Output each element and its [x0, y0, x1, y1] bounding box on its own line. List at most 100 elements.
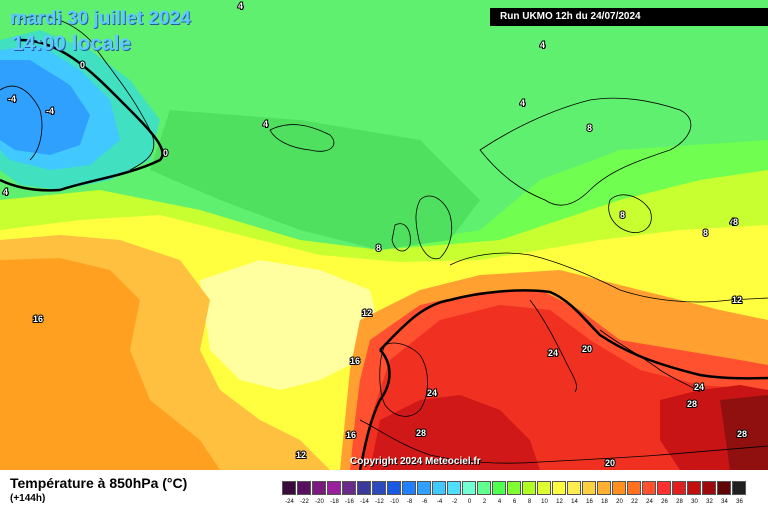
contour-label: 4	[3, 187, 8, 197]
legend-tick-label: 22	[631, 499, 638, 505]
legend-tick-label: -6	[421, 499, 428, 505]
contour-label: -4	[46, 106, 54, 116]
legend-tick-label: 36	[736, 499, 743, 505]
coast-north-africa	[359, 419, 768, 464]
coast-baltic	[608, 194, 652, 233]
legend-swatch	[462, 481, 476, 495]
footer: Température à 850hPa (°C) (+144h) -2 4 -22…	[0, 470, 768, 512]
legend-swatch	[522, 481, 536, 495]
forecast-date: mardi 30 juillet 2024	[10, 8, 191, 29]
contour-label: 4	[263, 119, 268, 129]
legend-tick-label: -20	[315, 499, 324, 505]
legend-swatch	[732, 481, 746, 495]
legend-tick-label: 6	[512, 499, 517, 505]
contour-label: 8	[703, 228, 708, 238]
legend-tick-label: 32	[706, 499, 713, 505]
legend-swatch	[537, 481, 551, 495]
color-scale	[282, 481, 747, 495]
isotherm-20-west	[358, 349, 391, 470]
legend-tick-label: 4	[497, 499, 502, 505]
contour-label: 20	[605, 458, 615, 468]
legend-tick-label: -10	[390, 499, 399, 505]
legend-tick-label: 16	[586, 499, 593, 505]
legend-tick-label: 14	[571, 499, 578, 505]
legend-tick-label: -22	[300, 499, 309, 505]
contour-label: 28	[687, 399, 697, 409]
legend-swatch	[657, 481, 671, 495]
contour-label: 8	[376, 243, 381, 253]
variable-title: Température à 850hPa (°C)	[10, 475, 188, 491]
legend-swatch	[432, 481, 446, 495]
legend-swatch	[342, 481, 356, 495]
contour-label: 12	[362, 308, 372, 318]
contour-label: 20	[582, 344, 592, 354]
contour-label: 16	[33, 314, 43, 324]
color-scale-ticks: -24 -22 -20 -18 -16 -14 -12 -10 -8 -6 -4 -2 0 2 4 6 8 10 1…	[282, 499, 747, 505]
legend-swatch	[507, 481, 521, 495]
legend-swatch	[642, 481, 656, 495]
legend-tick-label: 26	[661, 499, 668, 505]
contour-label: 4	[730, 217, 735, 227]
copyright: Copyright 2024 Meteociel.fr	[350, 456, 481, 467]
legend-tick-label: -2	[451, 499, 458, 505]
coast-balkans	[599, 329, 701, 393]
legend-swatch	[417, 481, 431, 495]
contour-label: 0	[80, 60, 85, 70]
coast-scandinavia	[479, 97, 692, 206]
legend-swatch	[702, 481, 716, 495]
legend-swatch	[447, 481, 461, 495]
legend-swatch	[387, 481, 401, 495]
legend-tick-label: -12	[375, 499, 384, 505]
contour-label: 0	[163, 148, 168, 158]
legend-swatch	[282, 481, 296, 495]
coast-greenland-east	[19, 15, 155, 171]
contour-label: 16	[346, 430, 356, 440]
legend-tick-label: 0	[467, 499, 472, 505]
contour-label: 24	[427, 388, 437, 398]
contour-label: 16	[350, 356, 360, 366]
contour-labels: 4 4 4 4 4 4 0 0 -4 -4 8 8 8 8 8 12 12 12…	[2, 0, 748, 469]
legend-tick-label: -18	[330, 499, 339, 505]
legend-tick-label: 2	[482, 499, 487, 505]
field-32c	[720, 395, 768, 470]
legend-swatch	[357, 481, 371, 495]
isotherm-20	[379, 289, 768, 380]
field-16c	[0, 258, 220, 470]
coast-greenland-west	[0, 85, 43, 161]
legend-tick-label: 24	[646, 499, 653, 505]
contour-label: 8	[587, 123, 592, 133]
contour-label: 4	[540, 40, 545, 50]
legend-tick-label: 28	[676, 499, 683, 505]
legend-tick-label: 20	[616, 499, 623, 505]
field-6c	[150, 110, 480, 250]
legend-tick-label: 34	[721, 499, 728, 505]
field-minus4c	[0, 60, 90, 155]
legend-swatch	[492, 481, 506, 495]
contour-label: 8	[733, 217, 738, 227]
legend-swatch	[312, 481, 326, 495]
contour-label: 4	[520, 98, 525, 108]
coast-iceland	[269, 124, 335, 152]
contour-label: 12	[732, 295, 742, 305]
coastlines	[0, 15, 768, 464]
field-12c-atlantic	[200, 260, 380, 390]
legend-tick-label: -4	[436, 499, 443, 505]
legend-tick-label: -16	[345, 499, 354, 505]
legend-swatch	[567, 481, 581, 495]
coast-iberia	[379, 342, 428, 417]
legend-swatch	[582, 481, 596, 495]
legend-swatch	[687, 481, 701, 495]
temperature-map: 4 4 4 4 4 4 0 0 -4 -4 8 8 8 8 8 12 12 12…	[0, 0, 768, 470]
coast-great-britain	[415, 195, 453, 260]
legend-tick-label: 18	[601, 499, 608, 505]
legend-tick-label: 30	[691, 499, 698, 505]
legend-tick-label: 10	[541, 499, 548, 505]
legend-tick-label: -8	[406, 499, 413, 505]
legend-swatch	[597, 481, 611, 495]
lead-time: (+144h)	[10, 493, 46, 504]
legend-tick-label: -14	[360, 499, 369, 505]
contour-label: 28	[737, 429, 747, 439]
legend-swatch	[612, 481, 626, 495]
contour-label: 8	[620, 210, 625, 220]
legend-tick-label: 8	[527, 499, 532, 505]
